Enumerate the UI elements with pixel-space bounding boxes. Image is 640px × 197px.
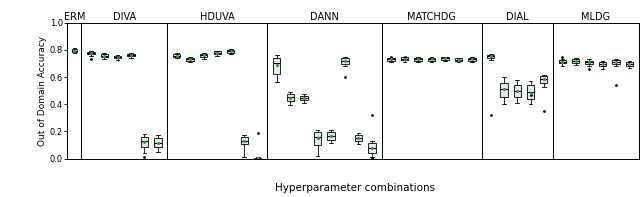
Title: DANN: DANN (310, 12, 339, 22)
Title: HDUVA: HDUVA (200, 12, 235, 22)
PathPatch shape (368, 143, 376, 153)
PathPatch shape (186, 58, 194, 61)
PathPatch shape (612, 60, 620, 64)
PathPatch shape (387, 58, 395, 61)
PathPatch shape (287, 94, 294, 101)
PathPatch shape (468, 58, 476, 61)
PathPatch shape (355, 135, 362, 141)
PathPatch shape (572, 59, 579, 63)
Y-axis label: Out of Domain Accuracy: Out of Domain Accuracy (38, 35, 47, 146)
PathPatch shape (314, 132, 321, 145)
PathPatch shape (527, 85, 534, 99)
PathPatch shape (442, 57, 449, 60)
PathPatch shape (214, 51, 221, 54)
Title: ERM: ERM (63, 12, 85, 22)
PathPatch shape (487, 55, 495, 58)
Title: MATCHDG: MATCHDG (407, 12, 456, 22)
PathPatch shape (401, 58, 408, 60)
PathPatch shape (328, 132, 335, 140)
PathPatch shape (114, 56, 122, 58)
PathPatch shape (414, 58, 422, 61)
PathPatch shape (626, 61, 633, 66)
PathPatch shape (300, 96, 308, 100)
PathPatch shape (227, 50, 234, 53)
PathPatch shape (141, 137, 148, 147)
Title: DIAL: DIAL (506, 12, 529, 22)
PathPatch shape (127, 54, 135, 56)
Title: DIVA: DIVA (113, 12, 136, 22)
PathPatch shape (540, 76, 547, 83)
PathPatch shape (200, 54, 207, 57)
PathPatch shape (559, 60, 566, 63)
PathPatch shape (273, 58, 280, 74)
PathPatch shape (154, 138, 161, 147)
PathPatch shape (428, 58, 435, 61)
PathPatch shape (586, 61, 593, 64)
PathPatch shape (341, 58, 349, 64)
PathPatch shape (87, 52, 95, 54)
PathPatch shape (100, 54, 108, 57)
PathPatch shape (173, 54, 180, 57)
PathPatch shape (72, 49, 77, 52)
PathPatch shape (514, 85, 521, 97)
PathPatch shape (500, 83, 508, 97)
PathPatch shape (455, 58, 462, 61)
Text: Hyperparameter combinations: Hyperparameter combinations (275, 183, 435, 193)
Title: MLDG: MLDG (581, 12, 611, 22)
PathPatch shape (599, 62, 606, 66)
PathPatch shape (241, 137, 248, 144)
